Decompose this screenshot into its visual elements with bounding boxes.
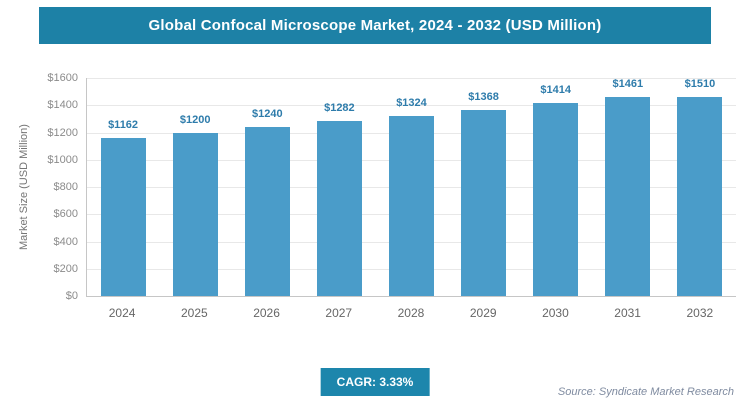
bar — [533, 103, 579, 296]
bar-column: $1510 — [664, 78, 736, 296]
cagr-badge: CAGR: 3.33% — [320, 368, 430, 396]
y-tick-label: $400 — [53, 235, 78, 248]
bar-column: $1240 — [231, 78, 303, 296]
bar-value-label: $1461 — [612, 78, 644, 90]
x-tick-label: 2024 — [108, 306, 136, 320]
y-axis-label: Market Size (USD Million) — [18, 124, 30, 250]
bar-value-label: $1368 — [468, 90, 499, 103]
bar-column: $1200 — [159, 78, 231, 296]
bar-column: $1414 — [520, 78, 592, 296]
bar-value-label: $1324 — [396, 96, 427, 109]
bar — [316, 121, 362, 296]
page-title: Global Confocal Microscope Market, 2024 … — [148, 17, 602, 34]
bar-value-label: $1510 — [684, 78, 716, 90]
x-tick-label: 2026 — [253, 306, 280, 320]
x-tick-label: 2032 — [686, 306, 714, 320]
x-tick-label: 2028 — [397, 306, 425, 320]
bar-value-label: $1162 — [108, 118, 139, 131]
bar — [605, 97, 651, 296]
gridline — [87, 105, 736, 107]
bar — [172, 132, 218, 296]
bar — [677, 97, 723, 296]
bar — [461, 109, 507, 296]
x-tick-label: 2025 — [180, 306, 208, 320]
bars-container: $1162 $1200 $1240 $1282 $1324 $1368 $1414 $1461… — [87, 78, 736, 296]
x-tick-label: 2027 — [325, 306, 353, 320]
y-tick-label: $1600 — [47, 72, 78, 84]
bar-column: $1461 — [592, 78, 664, 296]
bar-value-label: $1240 — [251, 108, 283, 121]
y-tick-label: $1000 — [47, 153, 78, 166]
bar-column: $1162 — [87, 78, 159, 296]
bar-column: $1324 — [375, 78, 447, 296]
y-tick-label: $800 — [53, 181, 78, 193]
bar-value-label: $1282 — [324, 102, 355, 115]
bar-value-label: $1414 — [540, 84, 571, 97]
source-note: Source: Syndicate Market Research — [557, 386, 734, 398]
chart-title-bar: Global Confocal Microscope Market, 2024 … — [39, 7, 711, 44]
bar-column: $1282 — [303, 78, 375, 296]
y-tick-label: $1400 — [47, 99, 78, 112]
x-axis-ticks: 2024 2025 2026 2027 2028 2029 2030 2031 2032 — [86, 296, 736, 332]
bar-value-label: $1200 — [179, 113, 211, 126]
bar-chart: Market Size (USD Million) $1600 $1400 $120… — [14, 72, 736, 332]
y-tick-label: $0 — [65, 290, 78, 302]
y-axis-ticks: $1600 $1400 $1200 $1000 $800 $600 $400 $200 $0 — [34, 72, 86, 302]
x-tick-label: 2030 — [542, 306, 569, 320]
gridline — [87, 78, 736, 79]
y-tick-label: $200 — [53, 262, 78, 275]
bar — [244, 127, 290, 296]
x-tick-label: 2029 — [469, 306, 497, 320]
bar — [100, 137, 146, 296]
bar-column: $1368 — [448, 78, 520, 296]
x-tick-label: 2031 — [614, 306, 641, 320]
plot-area: $1162 $1200 $1240 $1282 $1324 $1368 $1414 $1461… — [86, 78, 736, 297]
y-tick-label: $1200 — [47, 126, 78, 139]
y-tick-label: $600 — [53, 208, 78, 221]
bar — [388, 115, 434, 296]
cagr-label: CAGR: 3.33% — [336, 375, 414, 389]
